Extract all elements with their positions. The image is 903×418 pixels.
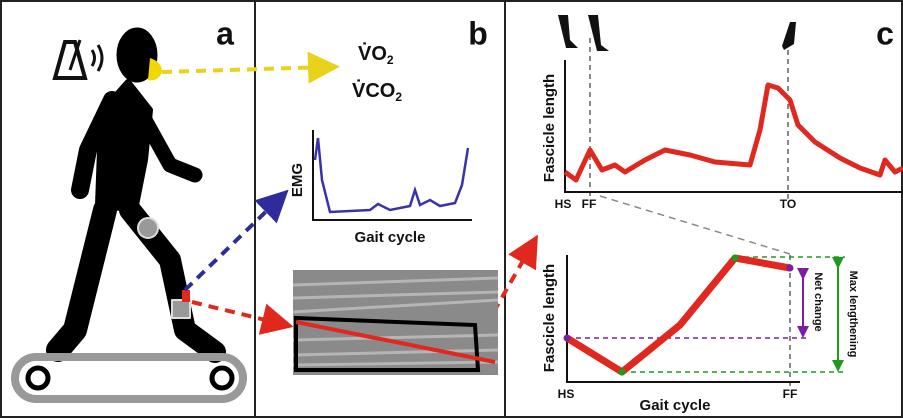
emg-y-label: EMG [289,163,306,197]
gas-base: V̇O [358,41,387,65]
gas-label: V̇CO2 [352,78,402,104]
point [563,334,571,342]
emg-plot [312,130,472,221]
bottom-x-label: Gait cycle [640,397,711,414]
emg-x-label: Gait cycle [355,229,426,246]
gas-sub: 2 [395,90,402,104]
panel-label: b [468,15,488,51]
top-y-label: Fascicle length [541,74,558,182]
point [731,254,739,262]
arrow [191,300,294,335]
point [786,264,794,272]
metronome-icon [52,39,104,80]
panel-label: a [216,15,234,51]
zoom-line [599,195,791,255]
point [618,368,626,376]
arrow [183,189,289,292]
gas-label: V̇O2 [358,41,394,67]
bottom-axes [566,255,800,383]
person-silhouette [46,27,226,363]
arrow [161,51,340,84]
fascicle-curve [563,82,903,183]
event-label: FF [783,387,798,401]
event-label: FF [582,197,597,211]
ultrasound-image [292,270,499,375]
event-label: TO [780,197,796,211]
gas-base: V̇CO [352,78,395,102]
event-label: HS [558,387,575,401]
gas-sub: 2 [387,53,394,67]
treadmill [11,353,247,403]
fascicle-curve [565,254,791,376]
annotation: Max lengthening [847,271,859,358]
feet-icons [558,15,796,51]
annotation: Net change [812,272,824,331]
bottom-y-label: Fascicle length [541,264,558,372]
top-axes [564,60,903,193]
panel-label: c [876,15,894,51]
event-label: HS [555,197,572,211]
